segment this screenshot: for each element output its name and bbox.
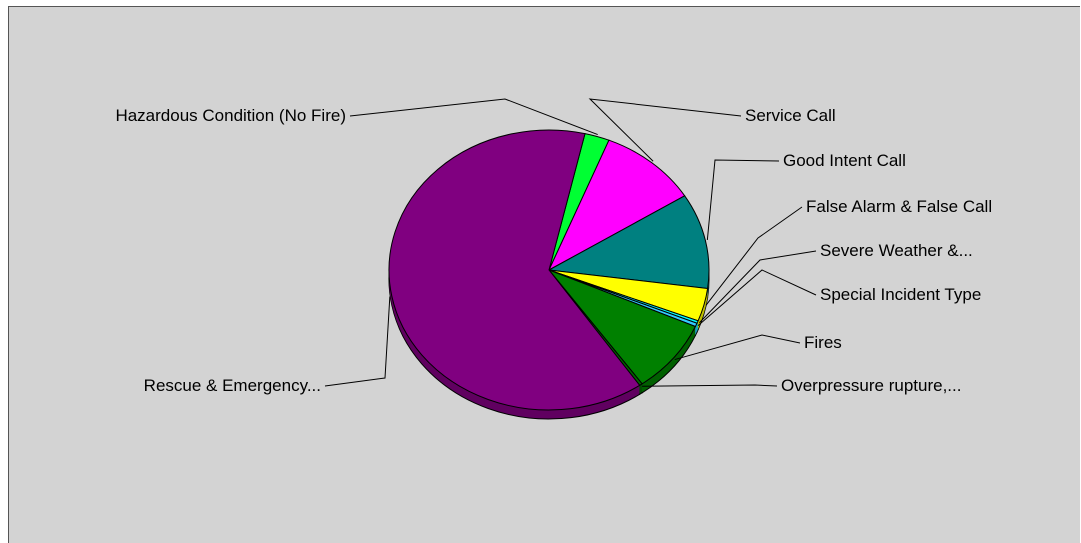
- slice-label-severe-weather: Severe Weather &...: [820, 241, 973, 260]
- leader-line-service-call: [588, 98, 742, 162]
- pie-slice-service-call[interactable]: [547, 139, 686, 272]
- slice-label-hazardous-condition-no-fire: Hazardous Condition (No Fire): [115, 106, 346, 125]
- slice-label-fires: Fires: [804, 333, 842, 352]
- slice-label-good-intent-call: Good Intent Call: [783, 151, 906, 170]
- leader-line-false-alarm-false-call: [705, 206, 803, 306]
- leader-line-good-intent-call: [706, 159, 780, 241]
- leader-line-rescue-emergency: [324, 296, 391, 387]
- slice-label-false-alarm-false-call: False Alarm & False Call: [806, 197, 992, 216]
- pie-slice-fires[interactable]: [547, 268, 697, 385]
- slice-label-service-call: Service Call: [745, 106, 836, 125]
- leader-line-hazardous-condition-no-fire: [349, 98, 598, 136]
- leader-line-special-incident-type: [697, 269, 817, 327]
- leader-line-severe-weather: [699, 250, 817, 324]
- slice-label-rescue-emergency: Rescue & Emergency...: [144, 376, 321, 395]
- slice-label-special-incident-type: Special Incident Type: [820, 285, 981, 304]
- pie-slice-good-intent-call[interactable]: [547, 195, 710, 290]
- slice-label-overpressure-rupture: Overpressure rupture,...: [781, 376, 961, 395]
- pie-slice-rescue-emergency[interactable]: [388, 129, 641, 411]
- leader-line-overpressure-rupture: [642, 384, 778, 387]
- leader-line-fires: [674, 334, 801, 361]
